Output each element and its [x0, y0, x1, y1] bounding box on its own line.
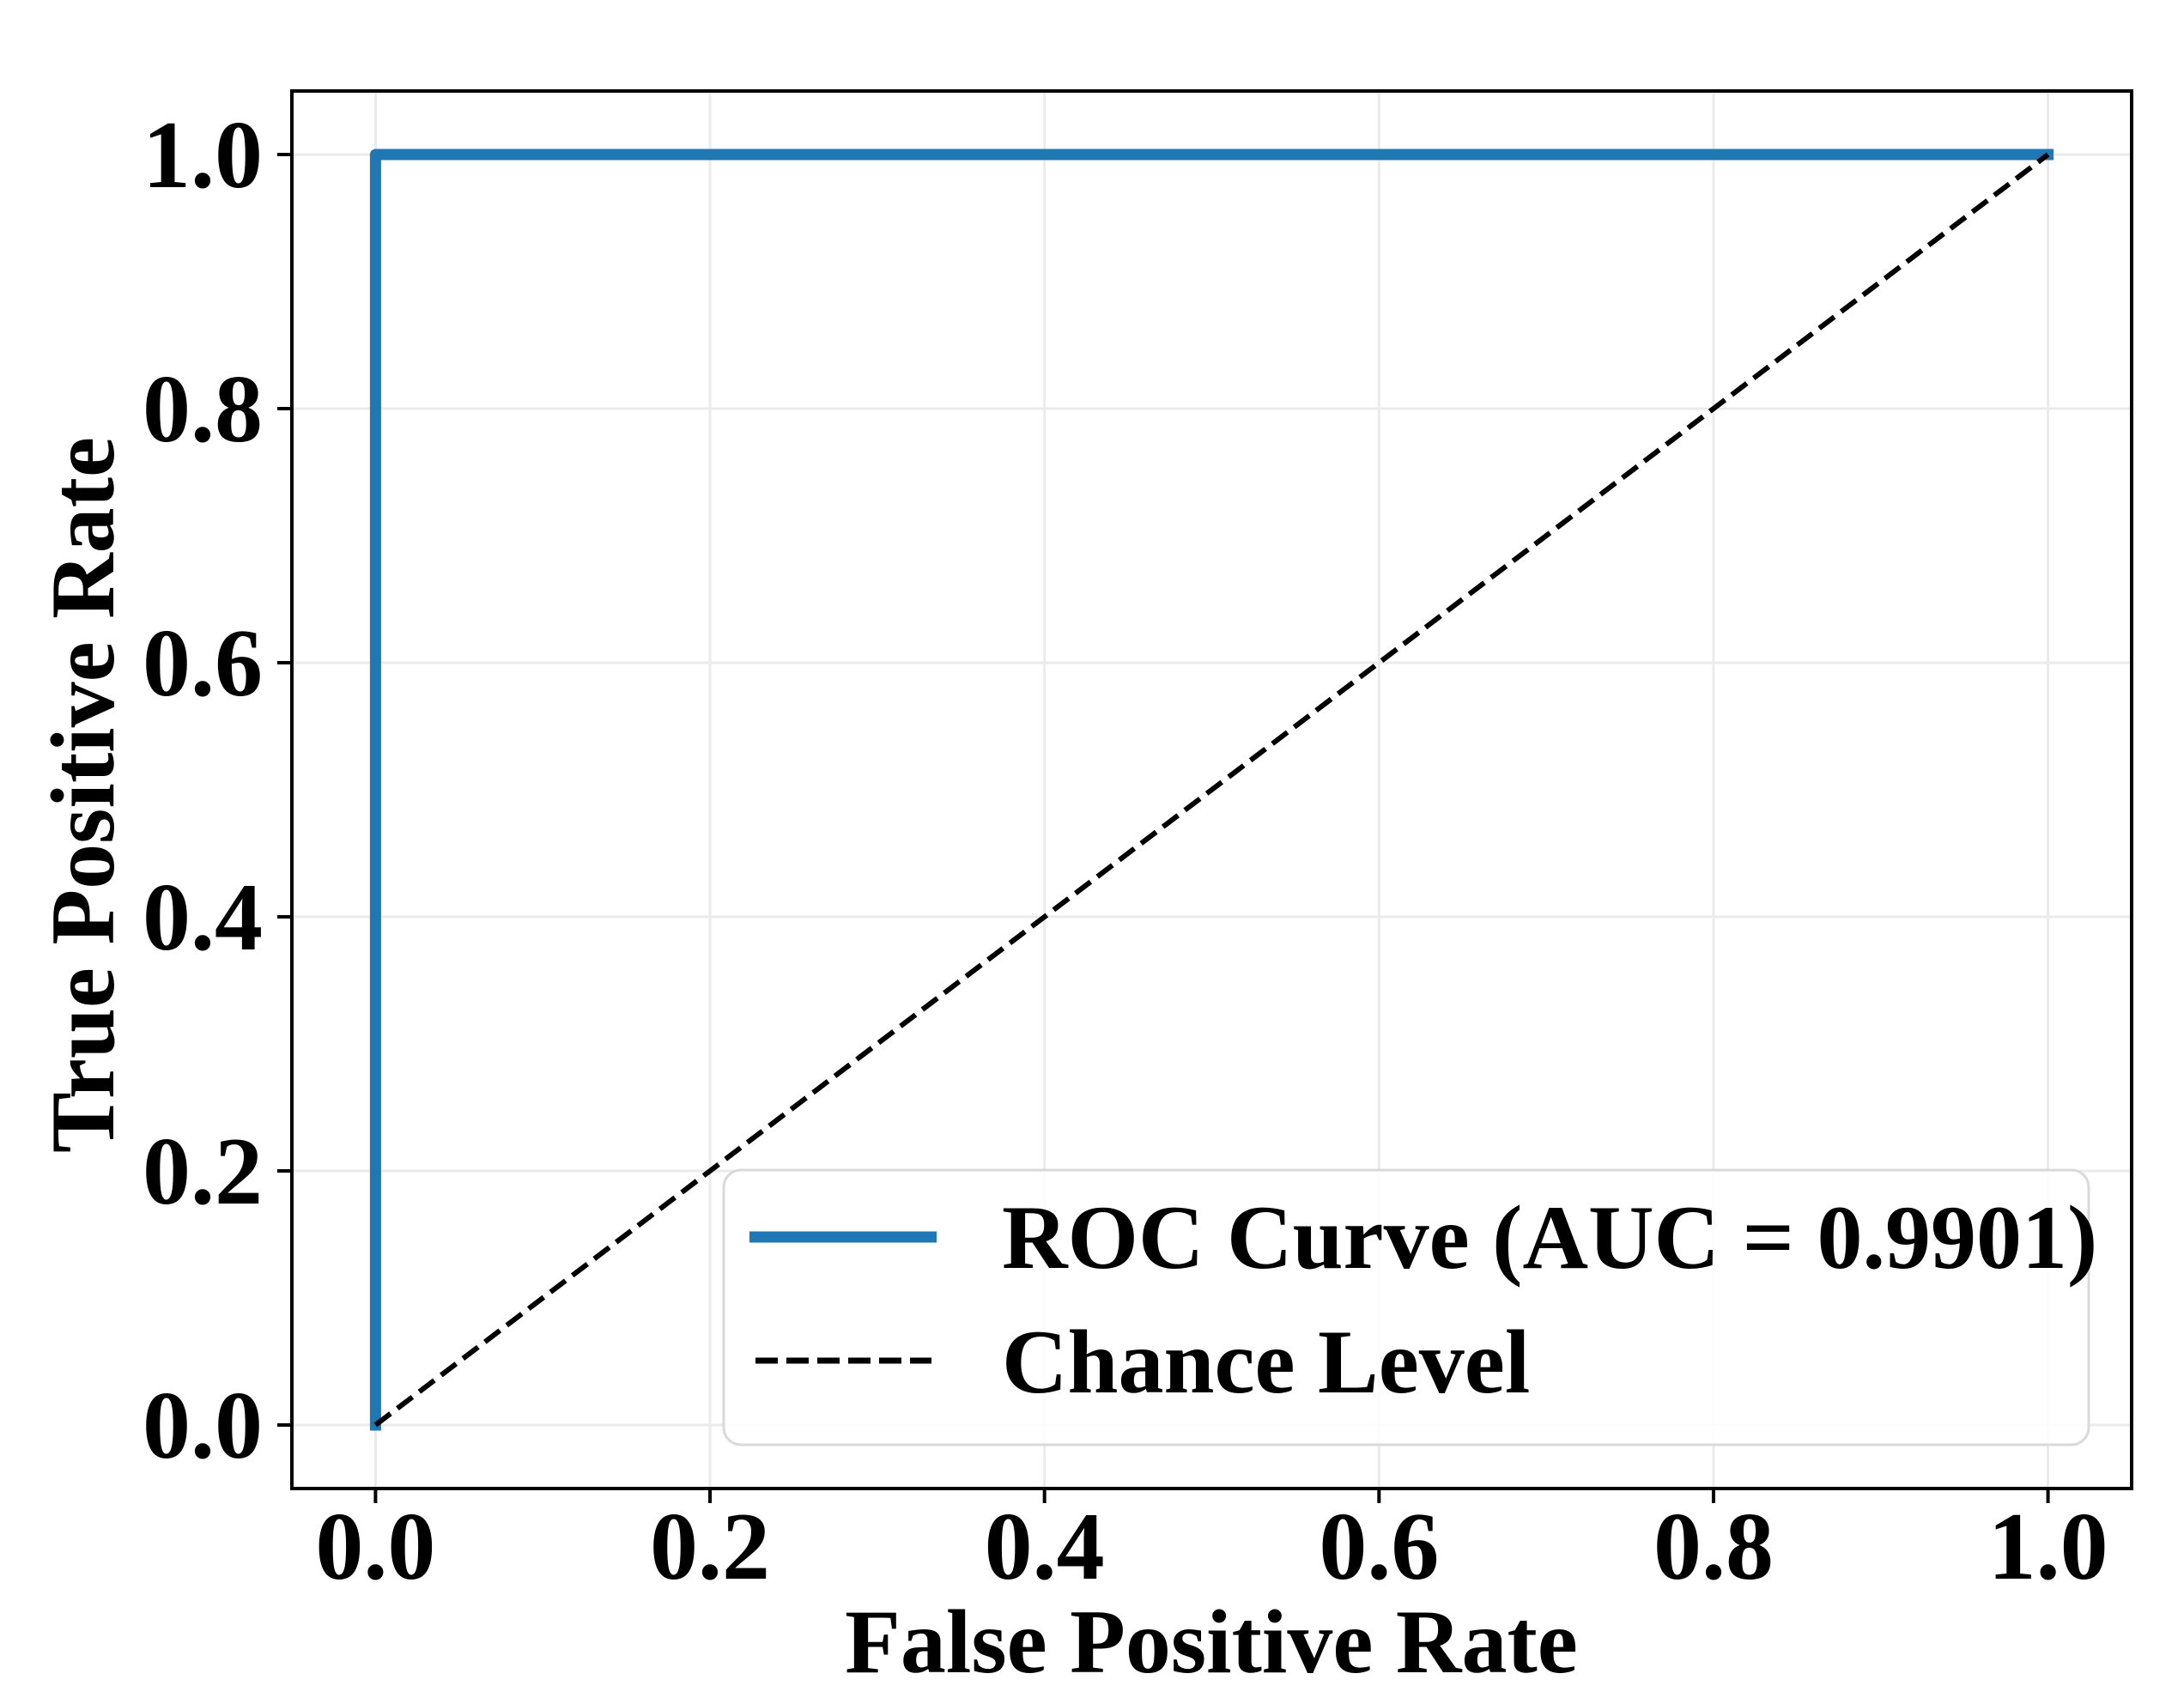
y-tick-label: 0.6 [143, 610, 263, 717]
axes-spines [290, 89, 2133, 1490]
legend-roc-label: ROC Curve (AUC = 0.9901) [1002, 1187, 2097, 1288]
x-tick-label: 0.6 [1319, 1494, 1439, 1600]
x-tick-label: 0.2 [650, 1494, 770, 1600]
axes-frame [290, 89, 2133, 1490]
x-tick-label: 0.8 [1653, 1494, 1774, 1600]
ticks: 0.0 0.2 0.4 0.6 0.8 1.0 0.0 0.2 0.4 0.6 0.8 1.0 [143, 102, 2108, 1600]
chance-level-line [373, 152, 2050, 1428]
legend-frame [722, 1168, 2090, 1446]
y-tick-label: 0.4 [143, 864, 263, 971]
y-tick-label: 0.2 [143, 1119, 263, 1225]
legend: ROC Curve (AUC = 0.9901) Chance Level [722, 1168, 2097, 1446]
x-tick-label: 1.0 [1988, 1494, 2108, 1600]
y-tick-label: 0.8 [143, 356, 263, 463]
y-tick-label: 1.0 [143, 102, 263, 209]
series-layer [369, 149, 2054, 1431]
y-tick-label: 0.0 [143, 1373, 263, 1479]
plot-area: 0.0 0.2 0.4 0.6 0.8 1.0 0.0 0.2 0.4 0.6 0.8 1.0 ROC… [143, 89, 2133, 1600]
y-axis-label: True Positive Rate [33, 437, 133, 1153]
x-axis-label: False Positive Rate [845, 1592, 1578, 1692]
x-tick-label: 0.4 [985, 1494, 1105, 1600]
legend-chance-label: Chance Level [1002, 1312, 1530, 1412]
roc-curve-line [369, 149, 2054, 1431]
x-tick-label: 0.0 [315, 1494, 435, 1600]
